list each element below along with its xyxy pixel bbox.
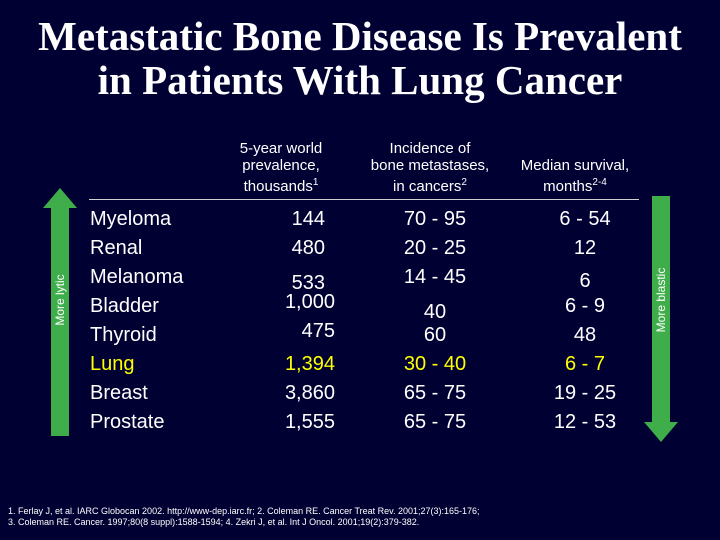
table-row-disease: Prostate: [90, 411, 165, 433]
table-row-disease: Renal: [90, 237, 143, 259]
table-cell-incidence: 40: [423, 301, 447, 323]
table-cell-prevalence: 480: [291, 237, 325, 259]
footnote-line-2: 3. Coleman RE. Cancer. 1997;80(8 suppl):…: [8, 517, 420, 527]
more-blastic-label: More blastic: [654, 267, 668, 333]
table-cell-prevalence: 3,860: [284, 382, 335, 404]
table-cell-prevalence: 1,000: [284, 291, 335, 313]
table-row-disease: Thyroid: [90, 324, 157, 346]
table-cell-incidence: 65 - 75: [403, 382, 467, 404]
more-blastic-arrow: [644, 196, 678, 442]
header-incidence-line-1: Incidence of: [389, 140, 471, 157]
survival-column: 6 - 54 12 6 6 - 9 48 6 - 7 19 - 25 12 - …: [525, 205, 645, 437]
header-divider: [89, 199, 639, 200]
header-prevalence: 5-year world prevalence, thousands1: [222, 140, 340, 195]
incidence-column: 70 - 95 20 - 25 14 - 45 40 60 30 - 40 65…: [375, 205, 495, 437]
table-cell-prevalence: 475: [301, 320, 335, 342]
more-lytic-label: More lytic: [53, 274, 67, 326]
table-row-disease-highlight: Lung: [90, 353, 135, 375]
table-row-disease: Bladder: [90, 295, 159, 317]
header-survival: Median survival, months2-4: [500, 157, 650, 195]
header-incidence-line-2: bone metastases,: [370, 157, 490, 174]
disease-column: Myeloma Renal Melanoma Bladder Thyroid L…: [90, 205, 183, 437]
header-incidence-line-3: in cancers2: [360, 174, 500, 195]
title-line-2: in Patients With Lung Cancer: [97, 57, 623, 103]
table-cell-incidence: 14 - 45: [403, 266, 467, 288]
header-survival-units: months: [543, 178, 593, 195]
header-prevalence-ref: 1: [312, 177, 319, 188]
table-cell-incidence: 70 - 95: [403, 208, 467, 230]
table-cell-survival: 19 - 25: [553, 382, 617, 404]
table-cell-incidence-highlight: 30 - 40: [403, 353, 467, 375]
table-row-disease: Breast: [90, 382, 148, 404]
header-prevalence-line-3: thousands1: [222, 174, 340, 195]
header-prevalence-line-1: 5-year world: [239, 140, 323, 157]
header-incidence: Incidence of bone metastases, in cancers…: [360, 140, 500, 195]
header-survival-line-1: Median survival,: [520, 157, 630, 174]
header-survival-line-2: months2-4: [500, 174, 650, 195]
table-cell-survival-highlight: 6 - 7: [564, 353, 606, 375]
prevalence-column: 144 480 533 1,000 475 1,394 3,860 1,555: [225, 205, 335, 437]
table-cell-incidence: 65 - 75: [403, 411, 467, 433]
table-cell-prevalence: 533: [291, 272, 325, 294]
more-lytic-arrow: [43, 188, 77, 436]
table-cell-survival: 12 - 53: [553, 411, 617, 433]
table-cell-survival: 48: [573, 324, 597, 346]
table-cell-incidence: 20 - 25: [403, 237, 467, 259]
table-cell-survival: 12: [573, 237, 597, 259]
table-row-disease: Melanoma: [90, 266, 184, 288]
footnote-line-1: 1. Ferlay J, et al. IARC Globocan 2002. …: [8, 506, 480, 516]
header-prevalence-line-2: prevalence,: [242, 157, 320, 174]
table-cell-survival: 6: [579, 270, 591, 292]
table-cell-survival: 6 - 54: [559, 208, 611, 230]
header-prevalence-units: thousands: [243, 178, 313, 195]
slide-title: Metastatic Bone Disease Is Prevalent in …: [0, 14, 720, 102]
header-incidence-ref: 2: [461, 177, 467, 188]
table-cell-prevalence: 1,555: [284, 411, 335, 433]
table-row-disease: Myeloma: [90, 208, 172, 230]
header-survival-ref: 2-4: [592, 177, 607, 188]
references-footnote: 1. Ferlay J, et al. IARC Globocan 2002. …: [8, 506, 708, 528]
table-cell-survival: 6 - 9: [564, 295, 606, 317]
title-line-1: Metastatic Bone Disease Is Prevalent: [38, 13, 682, 59]
header-incidence-units: in cancers: [393, 178, 462, 195]
table-cell-prevalence: 144: [291, 208, 325, 230]
table-cell-incidence: 60: [423, 324, 447, 346]
table-cell-prevalence-highlight: 1,394: [284, 353, 335, 375]
